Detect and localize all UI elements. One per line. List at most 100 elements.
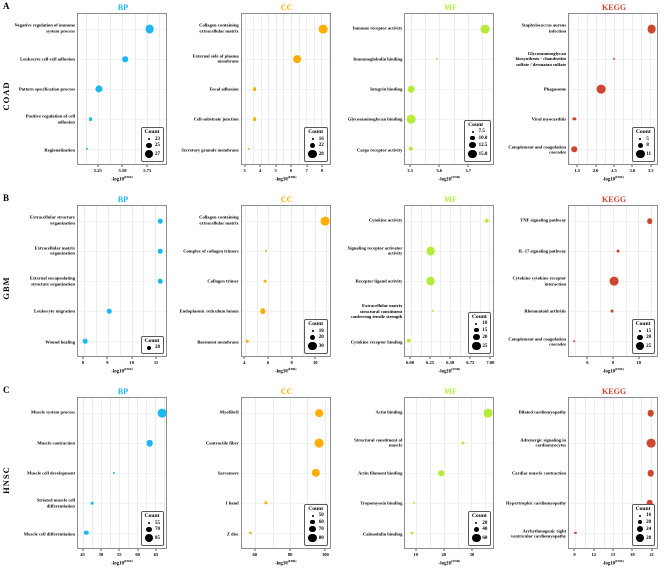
term-label: TNF signaling pathway <box>520 217 567 223</box>
term-label: Arrhythmogenic right ventricular cardiom… <box>510 528 567 539</box>
legend-dot <box>144 533 154 543</box>
enrichment-panel-coad-cc: CC Collagen-containing extracellular matr… <box>177 0 341 183</box>
x-axis-label-base: -log10 <box>111 561 125 567</box>
axis-tick-label: 21 <box>649 551 654 557</box>
legend-dot <box>309 334 316 341</box>
gridline-horizontal <box>569 503 658 504</box>
data-point <box>406 338 411 344</box>
axis-tick <box>306 165 308 167</box>
data-point <box>146 439 154 447</box>
legend-value: 55 <box>155 520 160 526</box>
gridline-horizontal <box>405 533 494 534</box>
legend-entry: 24 <box>636 525 651 533</box>
legend-entry: 8 <box>636 142 651 149</box>
term-label: Endoplasmic reticulum lumen <box>179 308 239 314</box>
legend-dot <box>309 142 316 149</box>
term-label: Receptor ligand activity <box>355 278 403 284</box>
legend-value: 27 <box>155 151 160 157</box>
term-label: Negative regulation of immune system pro… <box>14 22 75 34</box>
legend-entry: 10 <box>472 321 488 327</box>
count-legend: Count 20 40 60 <box>467 511 492 546</box>
legend-value: 11 <box>646 151 652 157</box>
legend-dot <box>475 522 478 525</box>
legend-title: Count <box>308 321 324 328</box>
gridline-horizontal <box>405 251 494 252</box>
axis-tick-label: 18 <box>630 551 635 557</box>
panel-body: TNF signaling pathway IL-17 signaling pat… <box>504 205 668 375</box>
axis-tick-label: 65 <box>153 551 159 557</box>
gridline-horizontal <box>78 443 166 444</box>
axis-tick-label: 6.25 <box>426 359 435 365</box>
data-point <box>610 309 614 313</box>
data-point <box>315 409 324 417</box>
term-label: External side of plasma membrane <box>192 53 239 64</box>
legend-value: 16 <box>318 136 324 142</box>
plot-area: Count 20 40 60 <box>404 397 495 549</box>
legend-entry: 16 <box>636 513 651 519</box>
data-point <box>616 249 620 253</box>
gridline-horizontal <box>405 311 494 312</box>
axis-tick <box>469 357 471 359</box>
panel-body: Dilated cardiomyopathy Adrenergic signali… <box>504 397 668 567</box>
gridline-horizontal <box>569 149 658 150</box>
axis-tick <box>314 357 316 359</box>
data-point <box>572 117 577 121</box>
enrichment-panel-gbm-kegg: KEGG TNF signaling pathway IL-17 signaling… <box>504 192 668 375</box>
term-label: Actin binding <box>375 409 403 415</box>
row-cancer-label: GBM <box>1 276 11 300</box>
legend-value: 10.0 <box>478 135 488 141</box>
legend-dot-wrap <box>472 526 481 533</box>
row-letter: B <box>3 193 10 203</box>
term-label: Muscle system process <box>30 409 75 415</box>
gridline-horizontal <box>78 149 166 150</box>
figure-row: A COAD BP Negative regulation of immune sys… <box>0 0 668 192</box>
term-label: Leukocyte cell-cell adhesion <box>20 55 75 61</box>
legend-entry: 60 <box>308 519 324 525</box>
gridline-horizontal <box>569 533 658 534</box>
enrichment-panel-hnsc-kegg: KEGG Dilated cardiomyopathy Adrenergic sig… <box>504 384 668 567</box>
legend-value: 10 <box>482 321 488 327</box>
term-labels: Muscle system process Muscle contraction M… <box>13 397 77 549</box>
legend-dot <box>146 142 152 149</box>
term-labels: Cytokine activity Signaling receptor acti… <box>340 205 404 357</box>
x-axis-label-base: -log10 <box>602 369 616 375</box>
plot-area: Count 15 20 25 <box>568 205 659 357</box>
axis-tick-label: 6 <box>289 167 293 173</box>
axis-tick <box>100 549 102 551</box>
gridline-horizontal <box>569 341 658 342</box>
panel-body: Extracellular structure organization Extr… <box>13 205 177 375</box>
legend-value: 60 <box>482 535 488 541</box>
data-point <box>252 117 257 121</box>
panel-body: Myofibril Contractile fiber Sarcomere I ban… <box>177 397 341 567</box>
legend-dot <box>637 334 643 341</box>
figure-row: B GBM BP Extracellular structure organizati… <box>0 192 668 384</box>
data-point <box>264 249 268 253</box>
x-axis-label-sup: (FDR) <box>615 175 624 179</box>
data-point <box>88 117 93 121</box>
gridline-horizontal <box>405 89 494 90</box>
axis-tick-label: 80 <box>287 551 293 557</box>
axis-tick-label: 6 <box>586 359 589 365</box>
gridline-horizontal <box>78 473 166 474</box>
data-point <box>259 308 266 314</box>
legend-value: 28 <box>318 151 324 157</box>
legend-value: 15.0 <box>478 151 488 157</box>
x-axis-label-sup: (FDR) <box>124 559 133 563</box>
term-label: Striated muscle cell differentiation <box>36 497 75 509</box>
x-axis-label-sup: (FDR) <box>124 175 133 179</box>
term-label: Cell-substrate junction <box>193 116 239 122</box>
legend-dot-wrap <box>635 149 645 159</box>
legend-dot-wrap <box>145 138 154 141</box>
gridline-horizontal <box>78 503 166 504</box>
x-axis: 3 4 5 6 7 8 <box>241 165 331 174</box>
panel-title: BP <box>117 387 129 396</box>
legend-value: 12.5 <box>478 142 488 148</box>
x-axis-label: -log10(FDR) <box>77 366 167 375</box>
axis-tick <box>131 357 133 359</box>
data-point <box>609 276 619 286</box>
legend-entry: 23 <box>145 136 160 142</box>
x-axis: 6.00 6.25 6.50 6.75 7.00 <box>404 357 494 366</box>
gridline-horizontal <box>569 443 658 444</box>
axis-tick-label: 6.75 <box>466 359 475 365</box>
axis-tick <box>254 549 256 551</box>
